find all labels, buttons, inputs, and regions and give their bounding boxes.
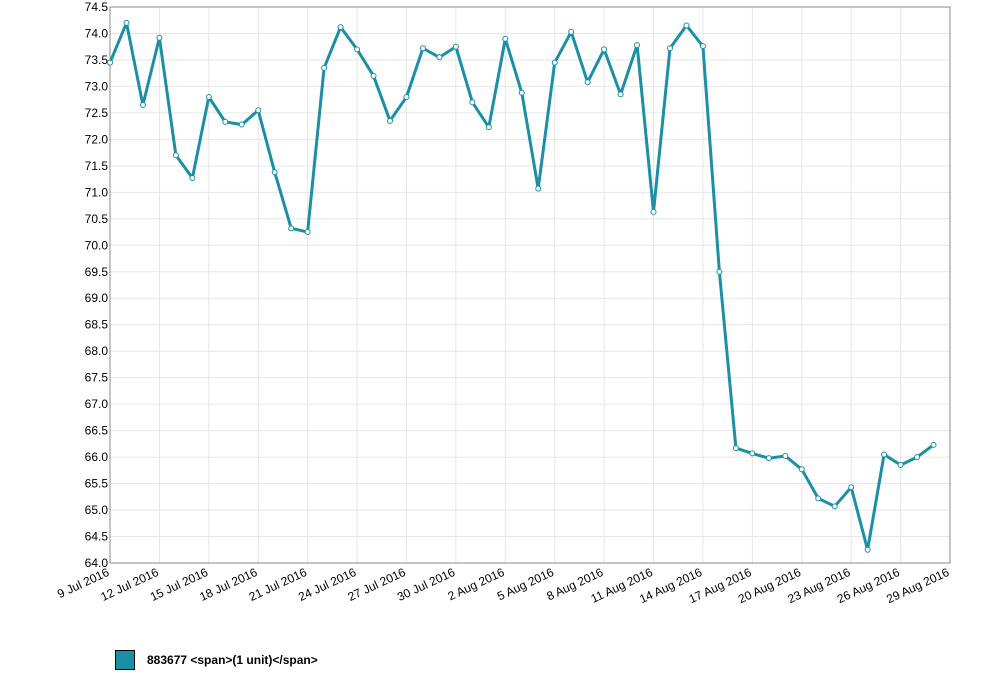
- data-point[interactable]: [172, 152, 179, 159]
- data-point[interactable]: [271, 169, 278, 176]
- legend-swatch: [115, 650, 135, 670]
- data-point[interactable]: [765, 455, 772, 462]
- data-point[interactable]: [914, 454, 921, 461]
- y-tick-label: 68.5: [85, 318, 109, 332]
- y-tick-label: 74.0: [85, 26, 109, 40]
- data-point[interactable]: [601, 46, 608, 53]
- data-point[interactable]: [667, 45, 673, 52]
- data-point[interactable]: [782, 453, 789, 460]
- y-tick-label: 66.0: [85, 450, 109, 464]
- data-point[interactable]: [387, 117, 393, 124]
- grid-lines: [109, 6, 951, 564]
- data-point[interactable]: [699, 43, 706, 50]
- y-axis-ticks: 64.0 64.5 65.0 65.5 66.0 66.5 67.0 67.5 68.0 68.5…: [85, 0, 109, 570]
- data-point[interactable]: [749, 450, 756, 457]
- data-point[interactable]: [518, 89, 525, 96]
- data-point[interactable]: [551, 59, 558, 66]
- data-point[interactable]: [897, 462, 904, 469]
- data-point[interactable]: [123, 19, 130, 26]
- y-tick-label: 67.0: [85, 397, 109, 411]
- data-point[interactable]: [321, 64, 328, 71]
- y-tick-label: 72.0: [85, 132, 109, 146]
- data-point[interactable]: [584, 79, 591, 86]
- data-point[interactable]: [255, 107, 262, 114]
- y-tick-label: 71.5: [85, 159, 109, 173]
- data-point[interactable]: [568, 28, 575, 35]
- data-point[interactable]: [716, 268, 723, 275]
- y-tick-label: 66.5: [85, 424, 109, 438]
- data-point[interactable]: [337, 24, 344, 31]
- data-point[interactable]: [304, 229, 311, 236]
- data-point[interactable]: [238, 121, 245, 128]
- data-point[interactable]: [485, 124, 492, 131]
- data-point[interactable]: [436, 54, 443, 61]
- y-tick-label: 73.5: [85, 53, 109, 67]
- data-point[interactable]: [634, 42, 641, 49]
- y-tick-label: 64.5: [85, 530, 109, 544]
- y-tick-label: 74.5: [85, 0, 109, 14]
- legend-label: 883677 <span>(1 unit)</span>: [147, 653, 318, 667]
- data-point[interactable]: [139, 101, 146, 108]
- legend: 883677 <span>(1 unit)</span>: [115, 650, 318, 670]
- data-point[interactable]: [617, 91, 624, 98]
- series-line: [108, 21, 935, 552]
- data-point[interactable]: [732, 445, 739, 452]
- y-tick-label: 71.0: [85, 185, 109, 199]
- data-point[interactable]: [864, 546, 871, 553]
- y-tick-label: 67.5: [85, 371, 109, 385]
- data-point[interactable]: [683, 22, 690, 29]
- plot-frame: [109, 6, 951, 564]
- data-point[interactable]: [881, 451, 888, 458]
- data-point[interactable]: [848, 484, 855, 491]
- data-point[interactable]: [831, 503, 838, 510]
- data-point[interactable]: [156, 34, 163, 41]
- y-tick-label: 65.0: [85, 503, 109, 517]
- y-tick-label: 64.0: [85, 556, 109, 570]
- y-tick-label: 70.5: [85, 212, 109, 226]
- data-point[interactable]: [419, 45, 426, 52]
- data-point[interactable]: [469, 99, 476, 106]
- data-point[interactable]: [403, 94, 410, 101]
- data-point[interactable]: [798, 466, 805, 473]
- y-tick-label: 72.5: [85, 106, 109, 120]
- data-point[interactable]: [205, 94, 212, 101]
- data-point[interactable]: [650, 208, 657, 215]
- data-point[interactable]: [535, 185, 542, 192]
- data-point[interactable]: [189, 175, 196, 182]
- data-point[interactable]: [815, 495, 822, 502]
- y-tick-label: 69.0: [85, 291, 109, 305]
- data-point[interactable]: [354, 46, 361, 53]
- line-chart: 64.0 64.5 65.0 65.5 66.0 66.5 67.0 67.5 68.0 68.5…: [55, 0, 951, 606]
- data-point[interactable]: [107, 59, 113, 66]
- data-point[interactable]: [452, 43, 459, 50]
- data-point[interactable]: [370, 72, 377, 79]
- y-tick-label: 65.5: [85, 477, 109, 491]
- y-tick-label: 70.0: [85, 238, 109, 252]
- series-layer: [107, 19, 937, 553]
- data-point[interactable]: [222, 118, 229, 125]
- data-point[interactable]: [502, 35, 509, 42]
- data-point[interactable]: [288, 225, 295, 232]
- y-tick-label: 73.0: [85, 79, 109, 93]
- data-point[interactable]: [930, 441, 937, 448]
- y-tick-label: 68.0: [85, 344, 109, 358]
- y-tick-label: 69.5: [85, 265, 109, 279]
